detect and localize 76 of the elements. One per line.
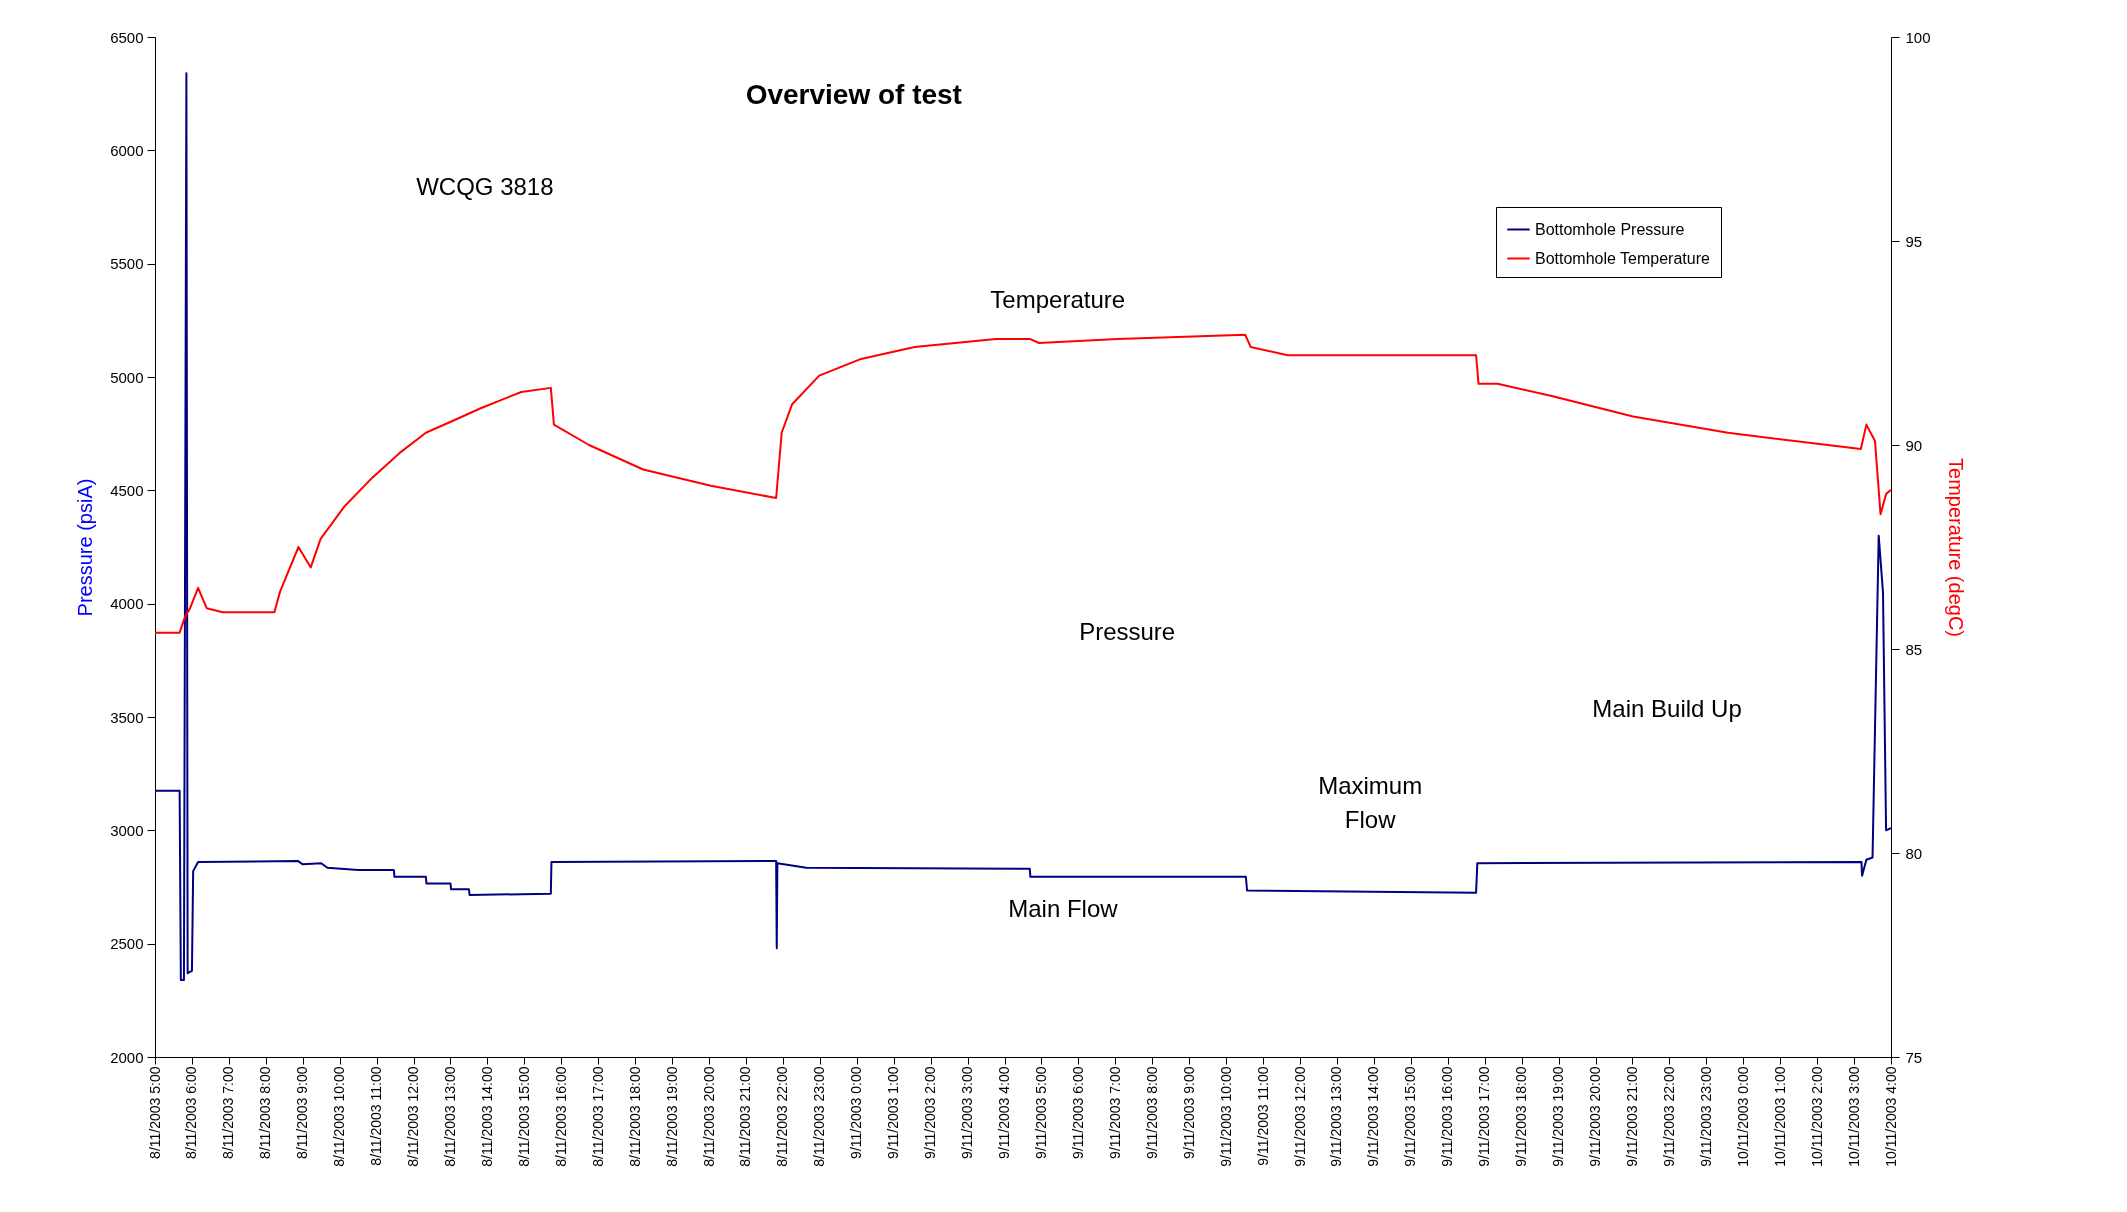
x-tick-label: 10/11/2003 1:00 [1771, 1066, 1788, 1167]
x-tick-label: 9/11/2003 5:00 [1032, 1066, 1049, 1159]
x-tick-label: 9/11/2003 12:00 [1291, 1066, 1308, 1167]
x-tick-label: 9/11/2003 14:00 [1365, 1066, 1382, 1167]
x-tick-label: 8/11/2003 5:00 [146, 1066, 163, 1159]
annotation: Main Flow [1008, 895, 1119, 923]
x-tick-label: 8/11/2003 16:00 [552, 1066, 569, 1167]
x-tick-label: 9/11/2003 10:00 [1217, 1066, 1234, 1167]
x-tick-label: 8/11/2003 17:00 [589, 1066, 606, 1167]
x-tick-label: 9/11/2003 8:00 [1143, 1066, 1160, 1159]
y-tick-label: 5500 [110, 255, 144, 273]
x-tick-label: 9/11/2003 21:00 [1623, 1066, 1640, 1167]
legend-label: Bottomhole Pressure [1535, 220, 1685, 238]
y-tick-label: 3500 [110, 708, 144, 726]
x-tick-label: 8/11/2003 13:00 [441, 1066, 458, 1167]
y-tick-label: 6000 [110, 141, 144, 159]
x-tick-label: 9/11/2003 16:00 [1439, 1066, 1456, 1167]
x-tick-label: 9/11/2003 15:00 [1402, 1066, 1419, 1167]
legend-label: Bottomhole Temperature [1535, 249, 1711, 267]
x-tick-label: 8/11/2003 8:00 [257, 1066, 274, 1159]
y2-tick-label: 75 [1905, 1048, 1923, 1066]
x-tick-label: 9/11/2003 20:00 [1587, 1066, 1604, 1167]
y2-tick-label: 100 [1905, 28, 1931, 46]
x-tick-label: 8/11/2003 19:00 [663, 1066, 680, 1167]
x-tick-label: 9/11/2003 13:00 [1328, 1066, 1345, 1167]
x-tick-label: 8/11/2003 14:00 [478, 1066, 495, 1167]
x-tick-label: 10/11/2003 3:00 [1845, 1066, 1862, 1167]
y-tick-label: 5000 [110, 368, 144, 386]
y-tick-label: 4000 [110, 595, 144, 613]
x-tick-label: 10/11/2003 0:00 [1734, 1066, 1751, 1167]
annotation: Main Build Up [1592, 695, 1742, 723]
y2-tick-label: 90 [1905, 436, 1923, 454]
x-tick-label: 8/11/2003 22:00 [774, 1066, 791, 1167]
x-tick-label: 8/11/2003 11:00 [368, 1066, 385, 1166]
x-tick-label: 9/11/2003 4:00 [996, 1066, 1013, 1159]
x-tick-label: 8/11/2003 12:00 [405, 1066, 422, 1167]
y-tick-label: 2500 [110, 935, 144, 953]
x-tick-label: 8/11/2003 9:00 [294, 1066, 311, 1159]
y-tick-label: 3000 [110, 821, 144, 839]
x-tick-label: 9/11/2003 3:00 [959, 1066, 976, 1159]
x-tick-label: 10/11/2003 4:00 [1882, 1066, 1899, 1167]
y2-axis-title: Temperature (degC) [1944, 458, 1967, 637]
x-tick-label: 8/11/2003 23:00 [811, 1066, 828, 1167]
y-tick-label: 4500 [110, 481, 144, 499]
y2-tick-label: 85 [1905, 640, 1923, 658]
x-tick-label: 9/11/2003 1:00 [885, 1066, 902, 1159]
y2-tick-label: 95 [1905, 232, 1923, 250]
x-tick-label: 9/11/2003 6:00 [1069, 1066, 1086, 1159]
x-tick-label: 8/11/2003 10:00 [331, 1066, 348, 1167]
annotation: WCQG 3818 [416, 172, 554, 200]
x-tick-label: 9/11/2003 7:00 [1106, 1066, 1123, 1159]
x-tick-label: 8/11/2003 15:00 [515, 1066, 532, 1167]
y-tick-label: 6500 [110, 28, 144, 46]
x-tick-label: 9/11/2003 11:00 [1254, 1066, 1271, 1166]
x-tick-label: 8/11/2003 7:00 [220, 1066, 237, 1159]
x-tick-label: 9/11/2003 18:00 [1513, 1066, 1530, 1167]
y-tick-label: 2000 [110, 1048, 144, 1066]
x-tick-label: 9/11/2003 19:00 [1550, 1066, 1567, 1167]
x-tick-label: 10/11/2003 2:00 [1808, 1066, 1825, 1167]
x-tick-label: 9/11/2003 0:00 [848, 1066, 865, 1159]
x-tick-label: 9/11/2003 17:00 [1476, 1066, 1493, 1167]
x-tick-label: 9/11/2003 9:00 [1180, 1066, 1197, 1159]
x-tick-label: 9/11/2003 23:00 [1697, 1066, 1714, 1167]
y2-tick-label: 80 [1905, 844, 1923, 862]
x-tick-label: 9/11/2003 22:00 [1660, 1066, 1677, 1167]
annotation: Temperature [990, 286, 1126, 314]
text: Overview of test [745, 79, 962, 110]
annotation: Pressure [1079, 617, 1176, 645]
x-tick-label: 9/11/2003 2:00 [922, 1066, 939, 1159]
x-tick-label: 8/11/2003 18:00 [626, 1066, 643, 1167]
x-tick-label: 8/11/2003 6:00 [183, 1066, 200, 1159]
x-tick-label: 8/11/2003 21:00 [737, 1066, 754, 1167]
y-axis-title: Pressure (psiA) [74, 478, 97, 617]
annotation: Maximum Flow [1318, 771, 1423, 833]
line-series [155, 72, 1891, 981]
x-tick-label: 8/11/2003 20:00 [700, 1066, 717, 1167]
